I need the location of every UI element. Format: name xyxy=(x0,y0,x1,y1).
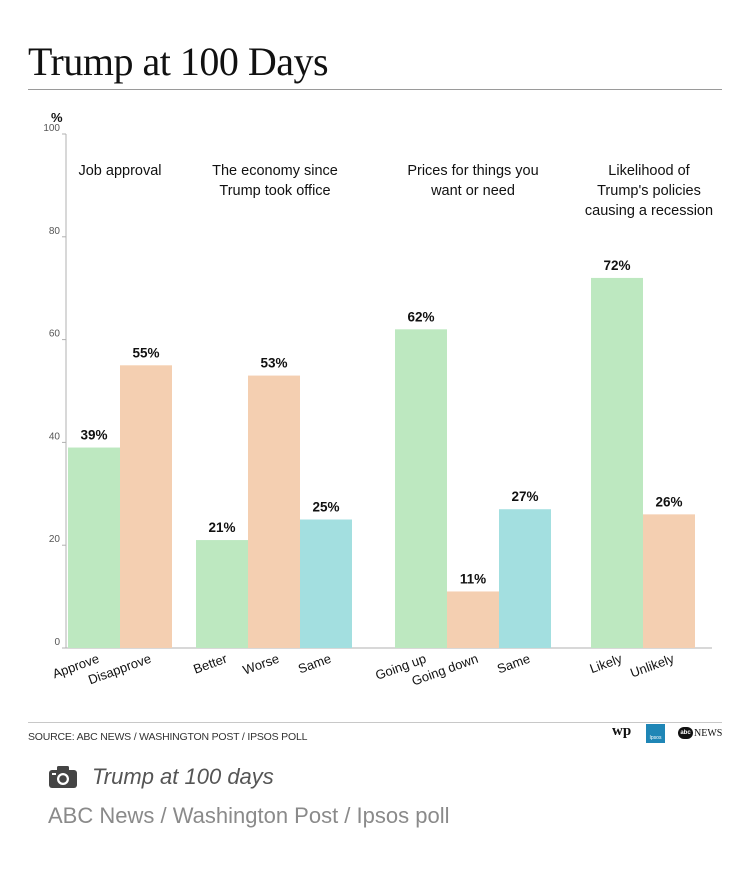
bar xyxy=(591,277,643,648)
footer-divider xyxy=(28,722,722,723)
caption-subtitle: ABC News / Washington Post / Ipsos poll xyxy=(48,803,450,828)
y-tick-label: 60 xyxy=(49,329,61,340)
bar xyxy=(248,375,300,648)
category-label: Likely xyxy=(588,651,625,677)
group-title: The economy since xyxy=(212,163,338,179)
bar-value-label: 55% xyxy=(132,345,159,360)
chart-title: Trump at 100 Days xyxy=(28,39,329,84)
group-title: Prices for things you xyxy=(407,163,538,179)
y-axis-label: % xyxy=(51,110,63,125)
group-title: causing a recession xyxy=(585,203,713,219)
washington-post-logo: wp xyxy=(612,723,632,739)
caption-title: Trump at 100 days xyxy=(92,764,274,789)
category-label: Unlikely xyxy=(628,651,676,681)
group-title: Trump's policies xyxy=(597,183,701,199)
title-divider xyxy=(28,89,722,90)
abc-news-logo: abc NEWS xyxy=(678,727,722,739)
y-tick-label: 0 xyxy=(54,637,60,648)
category-label: Better xyxy=(191,650,229,676)
bar xyxy=(643,514,695,648)
abc-logo-mark: abc xyxy=(678,727,693,739)
y-tick-label: 80 xyxy=(49,226,61,237)
bar-value-label: 26% xyxy=(655,494,682,509)
bar xyxy=(68,447,120,648)
category-label: Same xyxy=(296,651,333,677)
y-tick-label: 20 xyxy=(49,534,61,545)
y-tick-label: 40 xyxy=(49,431,61,442)
bar xyxy=(499,509,551,648)
bar xyxy=(120,365,172,648)
category-label: Worse xyxy=(241,651,281,678)
bar xyxy=(395,329,447,648)
bar-value-label: 72% xyxy=(603,258,630,273)
bar-value-label: 39% xyxy=(80,428,107,443)
bar-value-label: 25% xyxy=(312,500,339,515)
bar-value-label: 21% xyxy=(208,520,235,535)
source-note: SOURCE: ABC NEWS / WASHINGTON POST / IPS… xyxy=(28,731,308,743)
category-label: Same xyxy=(495,651,532,677)
bar xyxy=(196,540,248,648)
bar xyxy=(300,519,352,648)
camera-icon xyxy=(48,765,78,789)
bar-value-label: 62% xyxy=(407,309,434,324)
bar-value-label: 27% xyxy=(511,489,538,504)
y-tick-label: 100 xyxy=(43,123,60,134)
abc-logo-news: NEWS xyxy=(694,727,723,739)
group-title: want or need xyxy=(430,183,515,199)
bar-value-label: 11% xyxy=(460,571,486,586)
group-title: Job approval xyxy=(78,163,161,179)
bar-value-label: 53% xyxy=(260,356,287,371)
group-title: Likelihood of xyxy=(608,163,690,179)
ipsos-logo: Ipsos xyxy=(646,724,665,743)
image-caption: Trump at 100 days xyxy=(48,764,274,790)
bar xyxy=(447,591,499,648)
group-title: Trump took office xyxy=(219,183,330,199)
